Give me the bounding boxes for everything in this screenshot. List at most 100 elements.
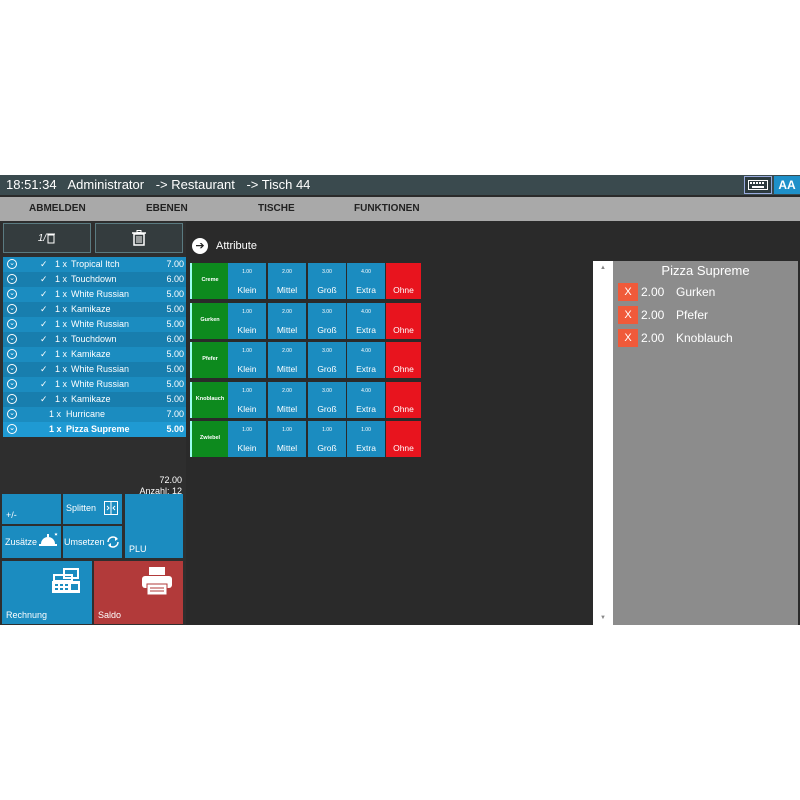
menu-abmelden[interactable]: ABMELDEN bbox=[29, 203, 86, 214]
order-row[interactable]: ⌄ ✓ 1 x White Russian 5.00 bbox=[3, 377, 186, 392]
detail-name: Gurken bbox=[676, 285, 716, 299]
splitten-button[interactable]: Splitten bbox=[63, 494, 122, 524]
scroll-up-icon[interactable]: ▲ bbox=[600, 265, 606, 271]
attribute-option-button[interactable]: 4.00 Extra bbox=[347, 302, 385, 339]
attribute-option-button[interactable]: 1.00 Klein bbox=[228, 381, 266, 418]
breadcrumb-table[interactable]: -> Tisch 44 bbox=[246, 177, 311, 192]
attribute-option-button[interactable]: 4.00 Extra bbox=[347, 342, 385, 378]
chevron-down-icon[interactable]: ⌄ bbox=[7, 334, 17, 344]
chevron-down-icon[interactable]: ⌄ bbox=[7, 349, 17, 359]
option-label: Groß bbox=[317, 285, 337, 295]
attribute-row-button[interactable]: Zwiebel bbox=[190, 421, 228, 457]
attribute-none-button[interactable]: Ohne bbox=[386, 263, 421, 299]
chevron-down-icon[interactable]: ⌄ bbox=[7, 274, 17, 284]
saldo-button[interactable]: Saldo bbox=[94, 561, 183, 624]
attribute-row-button[interactable]: Pfefer bbox=[190, 342, 228, 378]
font-size-icon[interactable]: AA bbox=[774, 176, 800, 194]
chevron-down-icon[interactable]: ⌄ bbox=[7, 364, 17, 374]
remove-button[interactable]: X bbox=[618, 329, 638, 347]
attribute-option-button[interactable]: 2.00 Mittel bbox=[268, 302, 306, 339]
attribute-option-button[interactable]: 1.00 Klein bbox=[228, 342, 266, 378]
split-icon bbox=[104, 501, 118, 515]
attribute-none-button[interactable]: Ohne bbox=[386, 381, 421, 418]
order-row[interactable]: ⌄ ✓ 1 x Kamikaze 5.00 bbox=[3, 347, 186, 362]
order-qty: 1 x bbox=[55, 259, 68, 269]
detail-title: Pizza Supreme bbox=[661, 263, 750, 278]
attribute-option-button[interactable]: 1.00 Groß bbox=[308, 421, 346, 457]
menu-ebenen[interactable]: EBENEN bbox=[146, 203, 188, 214]
order-row[interactable]: ⌄ 1 x Hurricane 7.00 bbox=[3, 407, 186, 422]
plus-minus-button[interactable]: +/- bbox=[2, 494, 61, 524]
none-label: Ohne bbox=[393, 443, 414, 453]
attribute-option-button[interactable]: 1.00 Klein bbox=[228, 302, 266, 339]
arrow-right-icon[interactable]: ➔ bbox=[192, 238, 208, 254]
menu-funktionen[interactable]: FUNKTIONEN bbox=[354, 203, 420, 214]
attribute-option-button[interactable]: 4.00 Extra bbox=[347, 263, 385, 299]
check-icon: ✓ bbox=[40, 319, 48, 329]
attribute-option-button[interactable]: 1.00 Mittel bbox=[268, 421, 306, 457]
attribute-option-button[interactable]: 3.00 Groß bbox=[308, 263, 346, 299]
check-icon: ✓ bbox=[40, 334, 48, 344]
chevron-down-icon[interactable]: ⌄ bbox=[7, 319, 17, 329]
scroll-down-icon[interactable]: ▼ bbox=[600, 615, 606, 621]
trash-icon bbox=[132, 230, 146, 246]
chevron-down-icon[interactable]: ⌄ bbox=[7, 424, 17, 434]
order-row[interactable]: ⌄ ✓ 1 x White Russian 5.00 bbox=[3, 287, 186, 302]
option-price: 4.00 bbox=[361, 387, 371, 394]
attribute-option-button[interactable]: 3.00 Groß bbox=[308, 381, 346, 418]
attribute-option-button[interactable]: 1.00 Klein bbox=[228, 263, 266, 299]
order-row[interactable]: ⌄ ✓ 1 x Touchdown 6.00 bbox=[3, 332, 186, 347]
plu-button[interactable]: PLU bbox=[125, 494, 183, 558]
keyboard-icon[interactable] bbox=[744, 176, 772, 194]
order-price: 7.00 bbox=[166, 259, 184, 269]
order-row[interactable]: ⌄ ✓ 1 x White Russian 5.00 bbox=[3, 317, 186, 332]
attribute-row-button[interactable]: Knoblauch bbox=[190, 381, 228, 418]
service-bell-icon bbox=[39, 532, 58, 546]
attribute-option-button[interactable]: 2.00 Mittel bbox=[268, 381, 306, 418]
order-row[interactable]: ⌄ ✓ 1 x Kamikaze 5.00 bbox=[3, 302, 186, 317]
order-row[interactable]: ⌄ ✓ 1 x Touchdown 6.00 bbox=[3, 272, 186, 287]
menu-tische[interactable]: TISCHE bbox=[258, 203, 295, 214]
chevron-down-icon[interactable]: ⌄ bbox=[7, 259, 17, 269]
order-row[interactable]: ⌄ ✓ 1 x White Russian 5.00 bbox=[3, 362, 186, 377]
attribute-none-button[interactable]: Ohne bbox=[386, 302, 421, 339]
attribute-row-button[interactable]: Creme bbox=[190, 263, 228, 299]
delete-button[interactable] bbox=[95, 223, 183, 253]
attribute-option-button[interactable]: 3.00 Groß bbox=[308, 342, 346, 378]
order-name: White Russian bbox=[71, 319, 130, 329]
order-row[interactable]: ⌄ ✓ 1 x Kamikaze 5.00 bbox=[3, 392, 186, 407]
order-name: Kamikaze bbox=[71, 304, 111, 314]
zusaetze-button[interactable]: Zusätze bbox=[2, 526, 61, 558]
rechnung-button[interactable]: Rechnung bbox=[2, 561, 92, 624]
attribute-option-button[interactable]: 1.00 Klein bbox=[228, 421, 266, 457]
option-price: 1.00 bbox=[322, 427, 332, 433]
remove-button[interactable]: X bbox=[618, 306, 638, 324]
order-row[interactable]: ⌄ 1 x Pizza Supreme 5.00 bbox=[3, 422, 186, 437]
none-label: Ohne bbox=[393, 285, 414, 295]
attribute-option-button[interactable]: 1.00 Extra bbox=[347, 421, 385, 457]
remove-button[interactable]: X bbox=[618, 283, 638, 301]
scrollbar[interactable]: ▲ ▼ bbox=[593, 261, 613, 625]
chevron-down-icon[interactable]: ⌄ bbox=[7, 409, 17, 419]
attribute-none-button[interactable]: Ohne bbox=[386, 342, 421, 378]
chevron-down-icon[interactable]: ⌄ bbox=[7, 289, 17, 299]
option-label: Mittel bbox=[276, 364, 298, 374]
breadcrumb-restaurant[interactable]: -> Restaurant bbox=[155, 177, 235, 192]
attribute-option-button[interactable]: 2.00 Mittel bbox=[268, 263, 306, 299]
attribute-row-button[interactable]: Gurken bbox=[190, 302, 228, 339]
attribute-option-button[interactable]: 2.00 Mittel bbox=[268, 342, 306, 378]
order-qty: 1 x bbox=[55, 304, 68, 314]
order-qty: 1 x bbox=[49, 424, 62, 434]
check-icon: ✓ bbox=[40, 259, 48, 269]
order-row[interactable]: ⌄ ✓ 1 x Tropical Itch 7.00 bbox=[3, 257, 186, 272]
chevron-down-icon[interactable]: ⌄ bbox=[7, 394, 17, 404]
attribute-option-button[interactable]: 3.00 Groß bbox=[308, 302, 346, 339]
chevron-down-icon[interactable]: ⌄ bbox=[7, 379, 17, 389]
attribute-option-button[interactable]: 4.00 Extra bbox=[347, 381, 385, 418]
option-price: 3.00 bbox=[322, 387, 332, 394]
chevron-down-icon[interactable]: ⌄ bbox=[7, 304, 17, 314]
split-item-button[interactable]: 1/ bbox=[3, 223, 91, 253]
attribute-none-button[interactable]: Ohne bbox=[386, 421, 421, 457]
option-label: Mittel bbox=[276, 324, 298, 335]
umsetzen-button[interactable]: Umsetzen bbox=[63, 526, 122, 558]
